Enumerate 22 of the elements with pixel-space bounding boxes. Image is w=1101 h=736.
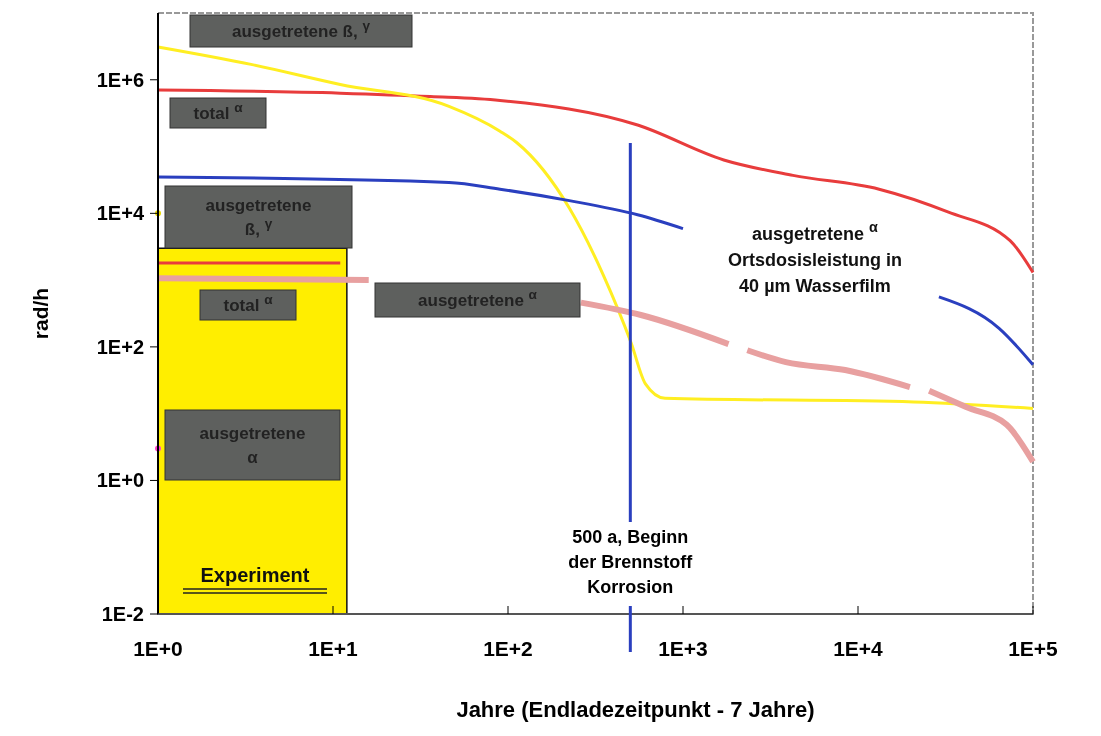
annotation: ausgetretene ß, $^{γ}$ (205, 195, 312, 240)
x-tick-label: 1E+3 (658, 637, 708, 660)
annotation: Experiment (200, 564, 310, 586)
annotation: ausgetretene α (199, 423, 306, 468)
y-tick-label: 1E+0 (96, 469, 144, 492)
annotation: ausgetretene $^{α}$ (418, 286, 538, 310)
x-tick-label: 1E+5 (1008, 637, 1059, 660)
y-tick-label: 1E+6 (96, 68, 144, 91)
annotation: ausgetretene ß, $^{γ}$ (232, 17, 371, 41)
x-tick-label: 1E+1 (308, 637, 359, 660)
annotation: total $^{α}$ (193, 99, 244, 123)
x-tick-label: 1E+4 (833, 637, 884, 660)
annotation: ausgetretene $^{α}$ Ortsdosisleistung in 40 µm Wasserfilm (727, 219, 903, 297)
y-tick-label: 1E+4 (96, 202, 145, 225)
annotation: total $^{α}$ (223, 291, 274, 315)
y-tick-label: 1E+2 (96, 335, 144, 358)
y-axis-title: rad/h (29, 287, 52, 340)
ref-line-label: 500 a, Beginn der Brennstoff Korrosion (568, 527, 694, 597)
x-tick-label: 1E+0 (133, 637, 183, 660)
x-tick-label: 1E+2 (483, 637, 533, 660)
y-tick-label: 1E-2 (101, 603, 144, 625)
x-axis-title: Jahre (Endladezeitpunkt - 7 Jahre) (456, 697, 815, 722)
